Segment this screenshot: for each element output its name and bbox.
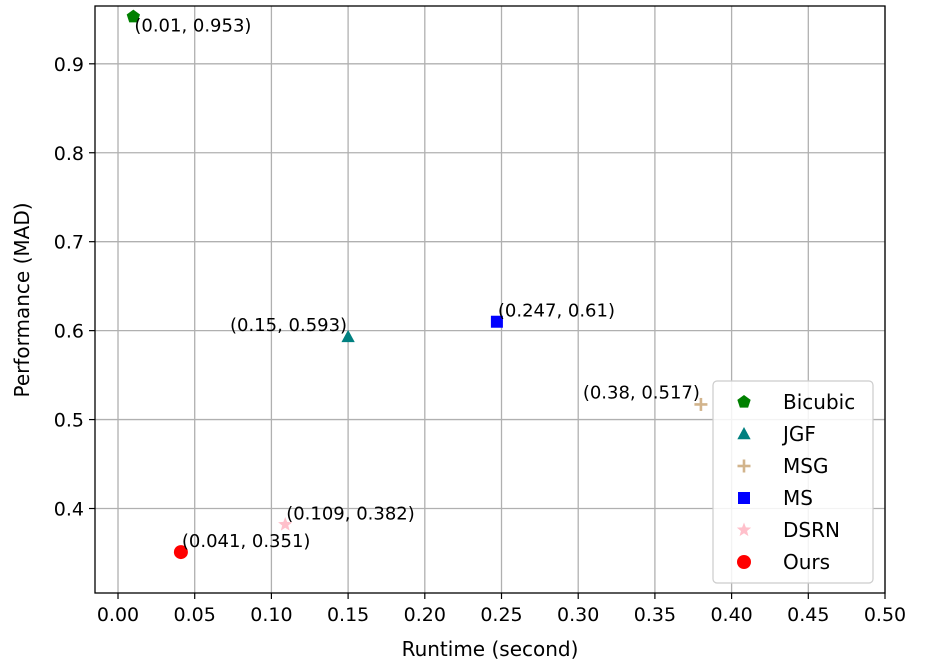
legend-label-dsrn: DSRN	[783, 518, 840, 542]
x-axis-label: Runtime (second)	[402, 637, 579, 661]
x-tick-label: 0.15	[327, 604, 369, 626]
x-tick-label: 0.10	[250, 604, 292, 626]
y-tick-label: 0.7	[54, 232, 84, 254]
legend-marker-ours	[737, 555, 751, 569]
legend-label-ms: MS	[783, 486, 813, 510]
legend-marker-bicubic	[737, 395, 751, 408]
annotation-ours: (0.041, 0.351)	[182, 531, 311, 552]
annotation-jgf: (0.15, 0.593)	[230, 315, 347, 336]
legend-label-jgf: JGF	[781, 422, 816, 446]
x-tick-label: 0.40	[710, 604, 752, 626]
annotation-msg: (0.38, 0.517)	[583, 382, 700, 403]
data-point-jgf	[341, 329, 355, 343]
x-tick-label: 0.35	[634, 604, 676, 626]
legend-label-ours: Ours	[783, 550, 830, 574]
annotation-bicubic: (0.01, 0.953)	[134, 16, 251, 37]
y-axis-label: Performance (MAD)	[10, 202, 34, 397]
plot-frame	[94, 5, 886, 594]
legend-marker-dsrn	[736, 522, 752, 537]
annotation-dsrn: (0.109, 0.382)	[286, 504, 415, 525]
y-tick-label: 0.8	[54, 143, 84, 165]
y-tick-label: 0.6	[54, 321, 84, 343]
legend-marker-ms	[738, 492, 750, 504]
legend: Bicubic JGF MSG MS DSRN Ours	[712, 380, 874, 584]
legend-label-msg: MSG	[783, 454, 828, 478]
x-tick-label: 0.00	[97, 604, 139, 626]
x-tick-label: 0.05	[174, 604, 216, 626]
y-tick-label: 0.9	[54, 54, 84, 76]
y-tick-label: 0.5	[54, 410, 84, 432]
annotation-ms: (0.247, 0.61)	[498, 301, 615, 322]
legend-box	[712, 380, 874, 584]
legend-label-bicubic: Bicubic	[783, 390, 855, 414]
point-annotations: (0.01, 0.953) (0.15, 0.593) (0.38, 0.517) (…	[134, 16, 700, 552]
x-tick-label: 0.45	[787, 604, 829, 626]
x-tick-label: 0.30	[557, 604, 599, 626]
legend-marker-jgf	[737, 427, 751, 440]
data-point-msg	[694, 397, 708, 411]
data-point-dsrn	[278, 517, 293, 531]
x-tick-label: 0.20	[404, 604, 446, 626]
x-tick-label: 0.50	[864, 604, 906, 626]
axis-ticks: 0.00 0.05 0.10 0.15 0.20 0.25 0.30 0.35 0.40 0.45…	[54, 54, 906, 626]
legend-marker-msg	[737, 459, 751, 473]
data-point-ours	[173, 545, 188, 560]
data-point-bicubic	[126, 9, 141, 23]
x-tick-label: 0.25	[480, 604, 522, 626]
y-tick-label: 0.4	[54, 499, 84, 521]
data-point-ms	[490, 315, 503, 328]
data-points	[126, 9, 708, 560]
